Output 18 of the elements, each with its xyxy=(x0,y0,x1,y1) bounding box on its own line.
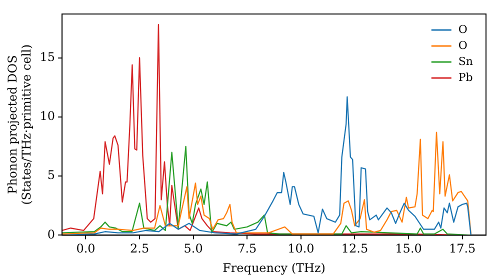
legend-label: O xyxy=(458,38,468,52)
y-tick-label: 0 xyxy=(47,227,56,242)
x-tick-label: 2.5 xyxy=(130,242,150,256)
x-tick-label: 5.0 xyxy=(184,242,203,256)
x-tick-label: 15.0 xyxy=(395,242,422,256)
y-tick-label: 10 xyxy=(40,109,56,124)
y-axis-title: Phonon projected DOS (States/THz·primitive cell) xyxy=(5,44,34,205)
x-axis-title: Frequency (THz) xyxy=(222,260,326,275)
legend-label: O xyxy=(458,22,468,36)
y-tick-label: 15 xyxy=(40,50,56,64)
legend-label: Pb xyxy=(458,70,473,84)
x-tick-label: 0.0 xyxy=(76,242,96,256)
y-tick-label: 5 xyxy=(47,168,56,182)
x-tick-label: 12.5 xyxy=(341,242,368,256)
x-tick-label: 10.0 xyxy=(288,242,314,256)
legend-label: Sn xyxy=(458,54,474,68)
x-tick-label: 7.5 xyxy=(238,242,257,256)
x-tick-label: 17.5 xyxy=(448,242,476,256)
